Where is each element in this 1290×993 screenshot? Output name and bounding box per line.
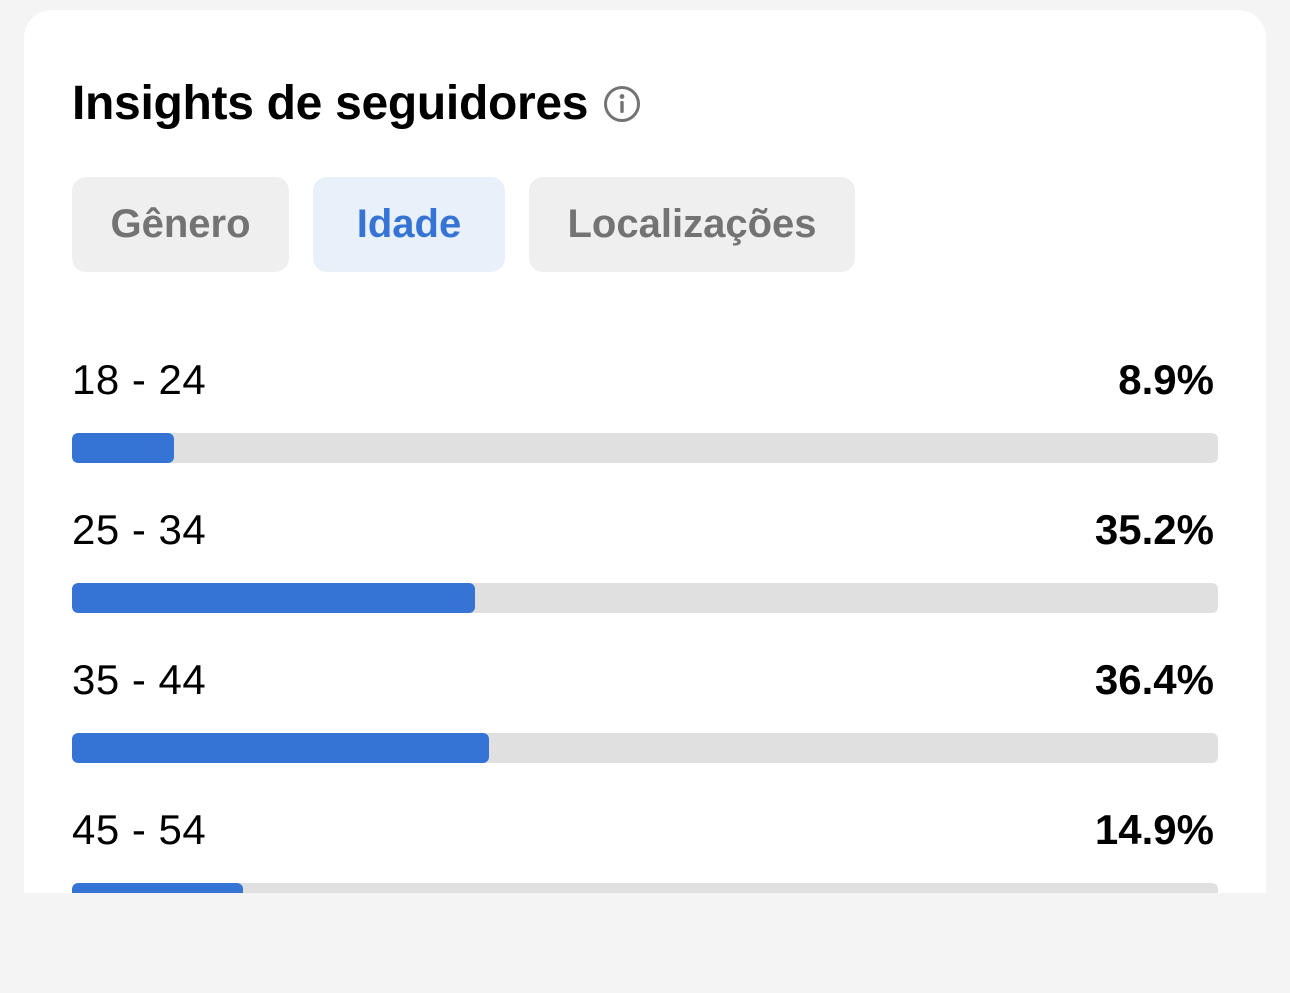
age-range-label: 18 - 24: [72, 356, 207, 403]
tab-localizacoes[interactable]: Localizações: [529, 177, 855, 272]
card-header: Insights de seguidores: [72, 76, 642, 132]
age-range-label: 45 - 54: [72, 806, 207, 853]
progress-track: [72, 583, 1218, 613]
tab-idade[interactable]: Idade: [313, 177, 505, 272]
progress-fill: [72, 733, 490, 763]
info-icon[interactable]: [602, 84, 642, 124]
progress-fill: [72, 883, 243, 893]
progress-track: [72, 433, 1218, 463]
tab-genero[interactable]: Gênero: [72, 177, 289, 272]
age-percent-value: 8.9%: [1118, 356, 1214, 403]
insight-tabs: Gênero Idade Localizações: [72, 177, 855, 272]
progress-track: [72, 883, 1218, 893]
age-percent-value: 35.2%: [1094, 506, 1214, 553]
age-row: 18 - 24 8.9%: [72, 355, 1218, 505]
age-breakdown-list: 18 - 24 8.9% 25 - 34 35.2% 35 - 44 36.4%…: [72, 355, 1218, 893]
follower-insights-card: Insights de seguidores Gênero Idade Loca…: [24, 10, 1266, 893]
progress-fill: [72, 583, 476, 613]
age-row: 25 - 34 35.2%: [72, 505, 1218, 655]
age-percent-value: 14.9%: [1094, 806, 1214, 853]
age-range-label: 35 - 44: [72, 656, 207, 703]
progress-fill: [72, 433, 174, 463]
card-title: Insights de seguidores: [72, 77, 589, 130]
progress-track: [72, 733, 1218, 763]
age-percent-value: 36.4%: [1094, 656, 1214, 703]
age-range-label: 25 - 34: [72, 506, 207, 553]
age-row: 45 - 54 14.9%: [72, 805, 1218, 893]
age-row: 35 - 44 36.4%: [72, 655, 1218, 805]
